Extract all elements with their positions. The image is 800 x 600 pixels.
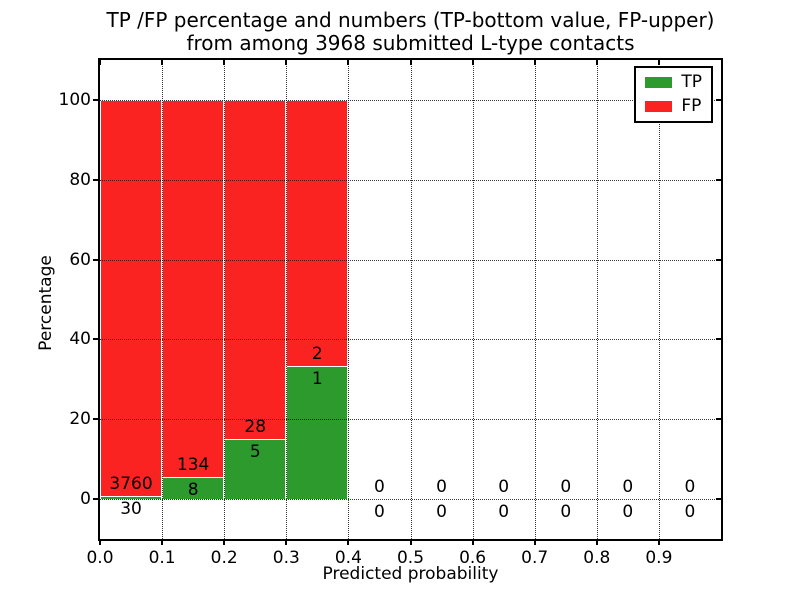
- fp-count-label: 0: [560, 477, 572, 498]
- chart-title-line2: from among 3968 submitted L-type contact…: [186, 31, 635, 55]
- x-tick-mark-top: [471, 60, 474, 65]
- chart-title-line1: TP /FP percentage and numbers (TP-bottom…: [106, 8, 715, 32]
- x-tick-mark-top: [657, 60, 660, 65]
- tp-count-label: 8: [187, 479, 199, 500]
- x-gridline: [224, 60, 226, 539]
- y-tick-label: 80: [69, 169, 91, 190]
- y-tick-mark: [93, 498, 98, 501]
- x-gridline: [410, 60, 412, 539]
- x-gridline: [162, 60, 164, 539]
- fp-count-label: 28: [244, 416, 267, 437]
- y-tick-label: 40: [69, 329, 91, 350]
- tp-legend-swatch: [645, 77, 673, 88]
- x-tick-label: 0.4: [334, 548, 362, 568]
- x-gridline: [348, 60, 350, 539]
- chart-title: TP /FP percentage and numbers (TP-bottom…: [100, 9, 721, 55]
- y-tick-mark-right: [716, 98, 721, 101]
- fp-count-label: 0: [374, 477, 385, 498]
- x-tick-mark-top: [223, 60, 226, 65]
- fp-count-label: 134: [176, 454, 210, 475]
- x-tick-mark-top: [595, 60, 598, 65]
- x-tick-mark: [99, 539, 101, 545]
- y-tick-mark: [93, 418, 98, 421]
- fp-count-label: 2: [311, 344, 323, 365]
- fp-count-label: 0: [684, 477, 696, 498]
- x-tick-mark-top: [347, 60, 350, 65]
- tp-count-label: 0: [560, 502, 572, 523]
- x-tick-mark-top: [409, 60, 412, 65]
- y-tick-mark-right: [716, 258, 721, 261]
- legend: TP FP: [634, 66, 713, 123]
- x-tick-mark: [161, 539, 164, 545]
- x-tick-mark: [409, 539, 412, 545]
- x-axis-label: Predicted probability: [322, 564, 499, 584]
- x-tick-label: 0.6: [459, 548, 487, 568]
- tp-count-label: 0: [684, 502, 696, 523]
- x-tick-label: 0.5: [396, 548, 425, 568]
- x-gridline: [596, 60, 598, 539]
- tp-count-label: 0: [622, 502, 634, 523]
- fp-count-label: 0: [436, 477, 447, 498]
- y-tick-mark-right: [716, 338, 721, 341]
- tp-count-label: 30: [120, 498, 142, 519]
- y-tick-mark: [93, 98, 98, 101]
- x-tick-mark: [471, 539, 474, 545]
- plot-area: TP FP 0 20 40 60 80 100 0.0 0.1 0.2 0.3 0.4 0.5 0.6 0…: [59, 58, 723, 568]
- x-tick-mark: [347, 539, 350, 545]
- x-tick-mark: [657, 539, 660, 545]
- x-tick-label: 0.8: [583, 548, 611, 568]
- tp-count-label: 0: [498, 502, 510, 523]
- x-gridline: [286, 60, 288, 539]
- y-tick-label: 60: [69, 249, 91, 270]
- fp-legend-swatch: [645, 101, 673, 112]
- tp-legend-label: TP: [681, 72, 702, 92]
- tp-count-label: 5: [249, 441, 261, 462]
- fp-count-label: 0: [498, 477, 510, 498]
- y-tick-mark-right: [716, 418, 721, 421]
- y-tick-mark: [93, 258, 98, 261]
- x-tick-mark-top: [161, 60, 164, 65]
- x-tick-label: 0.3: [272, 548, 300, 568]
- legend-item-fp: FP: [645, 98, 702, 115]
- fp-bar: [224, 99, 287, 439]
- x-gridline: [472, 60, 474, 539]
- legend-item-tp: TP: [645, 74, 702, 91]
- tp-count-label: 0: [374, 502, 385, 523]
- x-tick-mark: [595, 539, 598, 545]
- y-tick-mark-right: [716, 178, 721, 181]
- x-tick-mark-top: [99, 60, 101, 65]
- x-tick-mark-top: [533, 60, 536, 65]
- x-tick-label: 0.2: [210, 548, 238, 568]
- fp-count-label: 3760: [109, 473, 153, 494]
- y-tick-label: 0: [80, 489, 91, 510]
- x-tick-mark: [223, 539, 226, 545]
- y-tick-label: 20: [69, 409, 91, 430]
- tp-bar: [100, 495, 163, 500]
- fp-bar: [100, 99, 163, 496]
- y-tick-mark: [93, 338, 98, 341]
- x-tick-label: 0.9: [645, 548, 673, 568]
- fp-bar: [286, 99, 349, 367]
- x-gridline: [534, 60, 536, 539]
- x-tick-label: 0.7: [521, 548, 549, 568]
- x-tick-mark: [285, 539, 288, 545]
- x-tick-label: 0.1: [148, 548, 176, 568]
- tp-bar: [224, 438, 287, 500]
- x-tick-mark: [533, 539, 536, 545]
- x-tick-mark-top: [285, 60, 288, 65]
- x-tick-label: 0.0: [86, 548, 114, 568]
- y-tick-label: 100: [58, 89, 91, 110]
- fp-count-label: 0: [622, 477, 634, 498]
- tp-count-label: 0: [436, 502, 447, 523]
- y-tick-mark: [93, 178, 98, 181]
- tp-count-label: 1: [311, 369, 323, 390]
- y-tick-mark-right: [716, 498, 721, 501]
- x-gridline: [658, 60, 660, 539]
- fp-legend-label: FP: [681, 96, 702, 116]
